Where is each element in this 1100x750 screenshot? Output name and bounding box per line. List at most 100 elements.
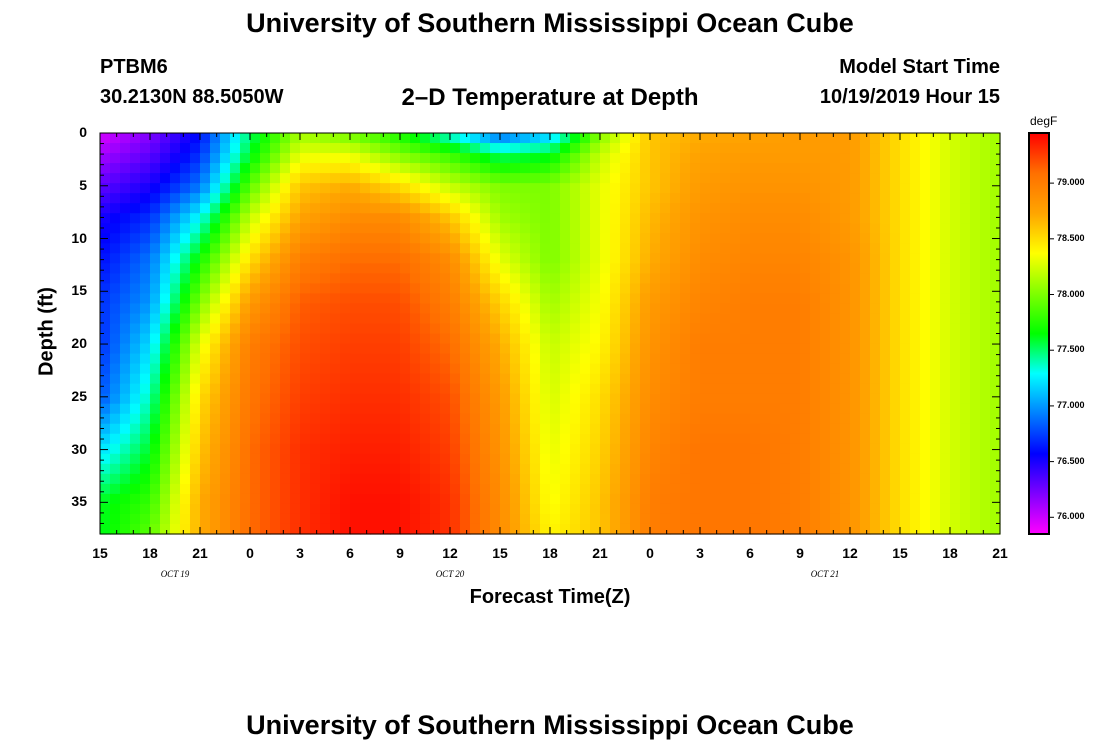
- heatmap-cell: [320, 523, 331, 535]
- heatmap-cell: [920, 293, 931, 305]
- heatmap-cell: [580, 203, 591, 214]
- heatmap-cell: [530, 353, 541, 365]
- heatmap-cell: [260, 223, 271, 234]
- heatmap-cell: [210, 493, 221, 505]
- heatmap-cell: [640, 253, 651, 264]
- heatmap-cell: [950, 143, 961, 154]
- x-tick-label: 6: [746, 545, 754, 561]
- date-label: OCT 19: [160, 569, 190, 579]
- heatmap-cell: [440, 373, 451, 385]
- heatmap-cell: [150, 193, 161, 204]
- heatmap-cell: [390, 413, 401, 425]
- heatmap-cell: [850, 463, 861, 475]
- heatmap-cell: [410, 203, 421, 214]
- heatmap-cell: [400, 423, 411, 435]
- heatmap-cell: [370, 133, 381, 144]
- heatmap-cell: [440, 413, 451, 425]
- heatmap-cell: [200, 393, 211, 405]
- heatmap-cell: [200, 303, 211, 315]
- heatmap-cell: [820, 433, 831, 445]
- heatmap-cell: [860, 293, 871, 305]
- heatmap-cell: [640, 153, 651, 164]
- heatmap-cell: [290, 483, 301, 495]
- heatmap-cell: [660, 193, 671, 204]
- heatmap-cell: [320, 303, 331, 315]
- heatmap-cell: [340, 223, 351, 234]
- heatmap-cell: [810, 343, 821, 355]
- heatmap-cell: [550, 503, 561, 515]
- heatmap-cell: [730, 493, 741, 505]
- heatmap-cell: [240, 453, 251, 465]
- x-axis-label: Forecast Time(Z): [469, 586, 631, 608]
- x-tick-label: 21: [592, 545, 608, 561]
- heatmap-cell: [620, 363, 631, 375]
- heatmap-cell: [230, 173, 241, 184]
- heatmap-cell: [750, 203, 761, 214]
- heatmap-cell: [100, 273, 111, 284]
- heatmap-cell: [290, 323, 301, 335]
- heatmap-cell: [900, 503, 911, 515]
- heatmap-cell: [180, 443, 191, 455]
- heatmap-cell: [260, 163, 271, 174]
- heatmap-cell: [780, 353, 791, 365]
- heatmap-cell: [820, 263, 831, 274]
- heatmap-cell: [940, 493, 951, 505]
- heatmap-cell: [300, 423, 311, 435]
- heatmap-cell: [680, 343, 691, 355]
- heatmap-cell: [230, 203, 241, 214]
- heatmap-cell: [570, 423, 581, 435]
- heatmap-cell: [950, 163, 961, 174]
- heatmap-cell: [330, 263, 341, 274]
- heatmap-cell: [980, 433, 991, 445]
- heatmap-cell: [980, 313, 991, 325]
- heatmap-cell: [880, 223, 891, 234]
- heatmap-cell: [840, 523, 851, 535]
- heatmap-cell: [780, 473, 791, 485]
- heatmap-cell: [910, 393, 921, 405]
- heatmap-cell: [640, 353, 651, 365]
- heatmap-cell: [630, 213, 641, 224]
- heatmap-cell: [700, 323, 711, 335]
- heatmap-cell: [580, 353, 591, 365]
- heatmap-cell: [160, 323, 171, 335]
- heatmap-cell: [720, 353, 731, 365]
- heatmap-cell: [810, 373, 821, 385]
- heatmap-cell: [580, 523, 591, 535]
- x-tick-label: 9: [796, 545, 804, 561]
- heatmap-cell: [970, 483, 981, 495]
- heatmap-cell: [370, 163, 381, 174]
- heatmap-cell: [570, 293, 581, 305]
- heatmap-cell: [380, 503, 391, 515]
- heatmap-cell: [830, 393, 841, 405]
- heatmap-cell: [660, 363, 671, 375]
- heatmap-cell: [520, 223, 531, 234]
- heatmap-cell: [170, 183, 181, 194]
- heatmap-cell: [720, 413, 731, 425]
- heatmap-cell: [740, 383, 751, 395]
- heatmap-cell: [350, 463, 361, 475]
- heatmap-cell: [300, 493, 311, 505]
- heatmap-cell: [510, 273, 521, 284]
- heatmap-cell: [460, 383, 471, 395]
- heatmap-cell: [220, 233, 231, 244]
- heatmap-cell: [740, 273, 751, 284]
- heatmap-cell: [520, 383, 531, 395]
- heatmap-cell: [130, 243, 141, 254]
- heatmap-cell: [130, 393, 141, 405]
- heatmap-cell: [570, 203, 581, 214]
- heatmap-cell: [540, 313, 551, 325]
- heatmap-cell: [280, 253, 291, 264]
- heatmap-cell: [420, 493, 431, 505]
- heatmap-cell: [320, 323, 331, 335]
- heatmap-cell: [650, 143, 661, 154]
- heatmap-cell: [340, 343, 351, 355]
- heatmap-cell: [610, 443, 621, 455]
- heatmap-cell: [540, 333, 551, 345]
- heatmap-cell: [880, 413, 891, 425]
- heatmap-cell: [520, 333, 531, 345]
- heatmap-cell: [150, 223, 161, 234]
- heatmap-cell: [960, 253, 971, 264]
- heatmap-cell: [120, 283, 131, 295]
- heatmap-cell: [330, 233, 341, 244]
- heatmap-cell: [480, 423, 491, 435]
